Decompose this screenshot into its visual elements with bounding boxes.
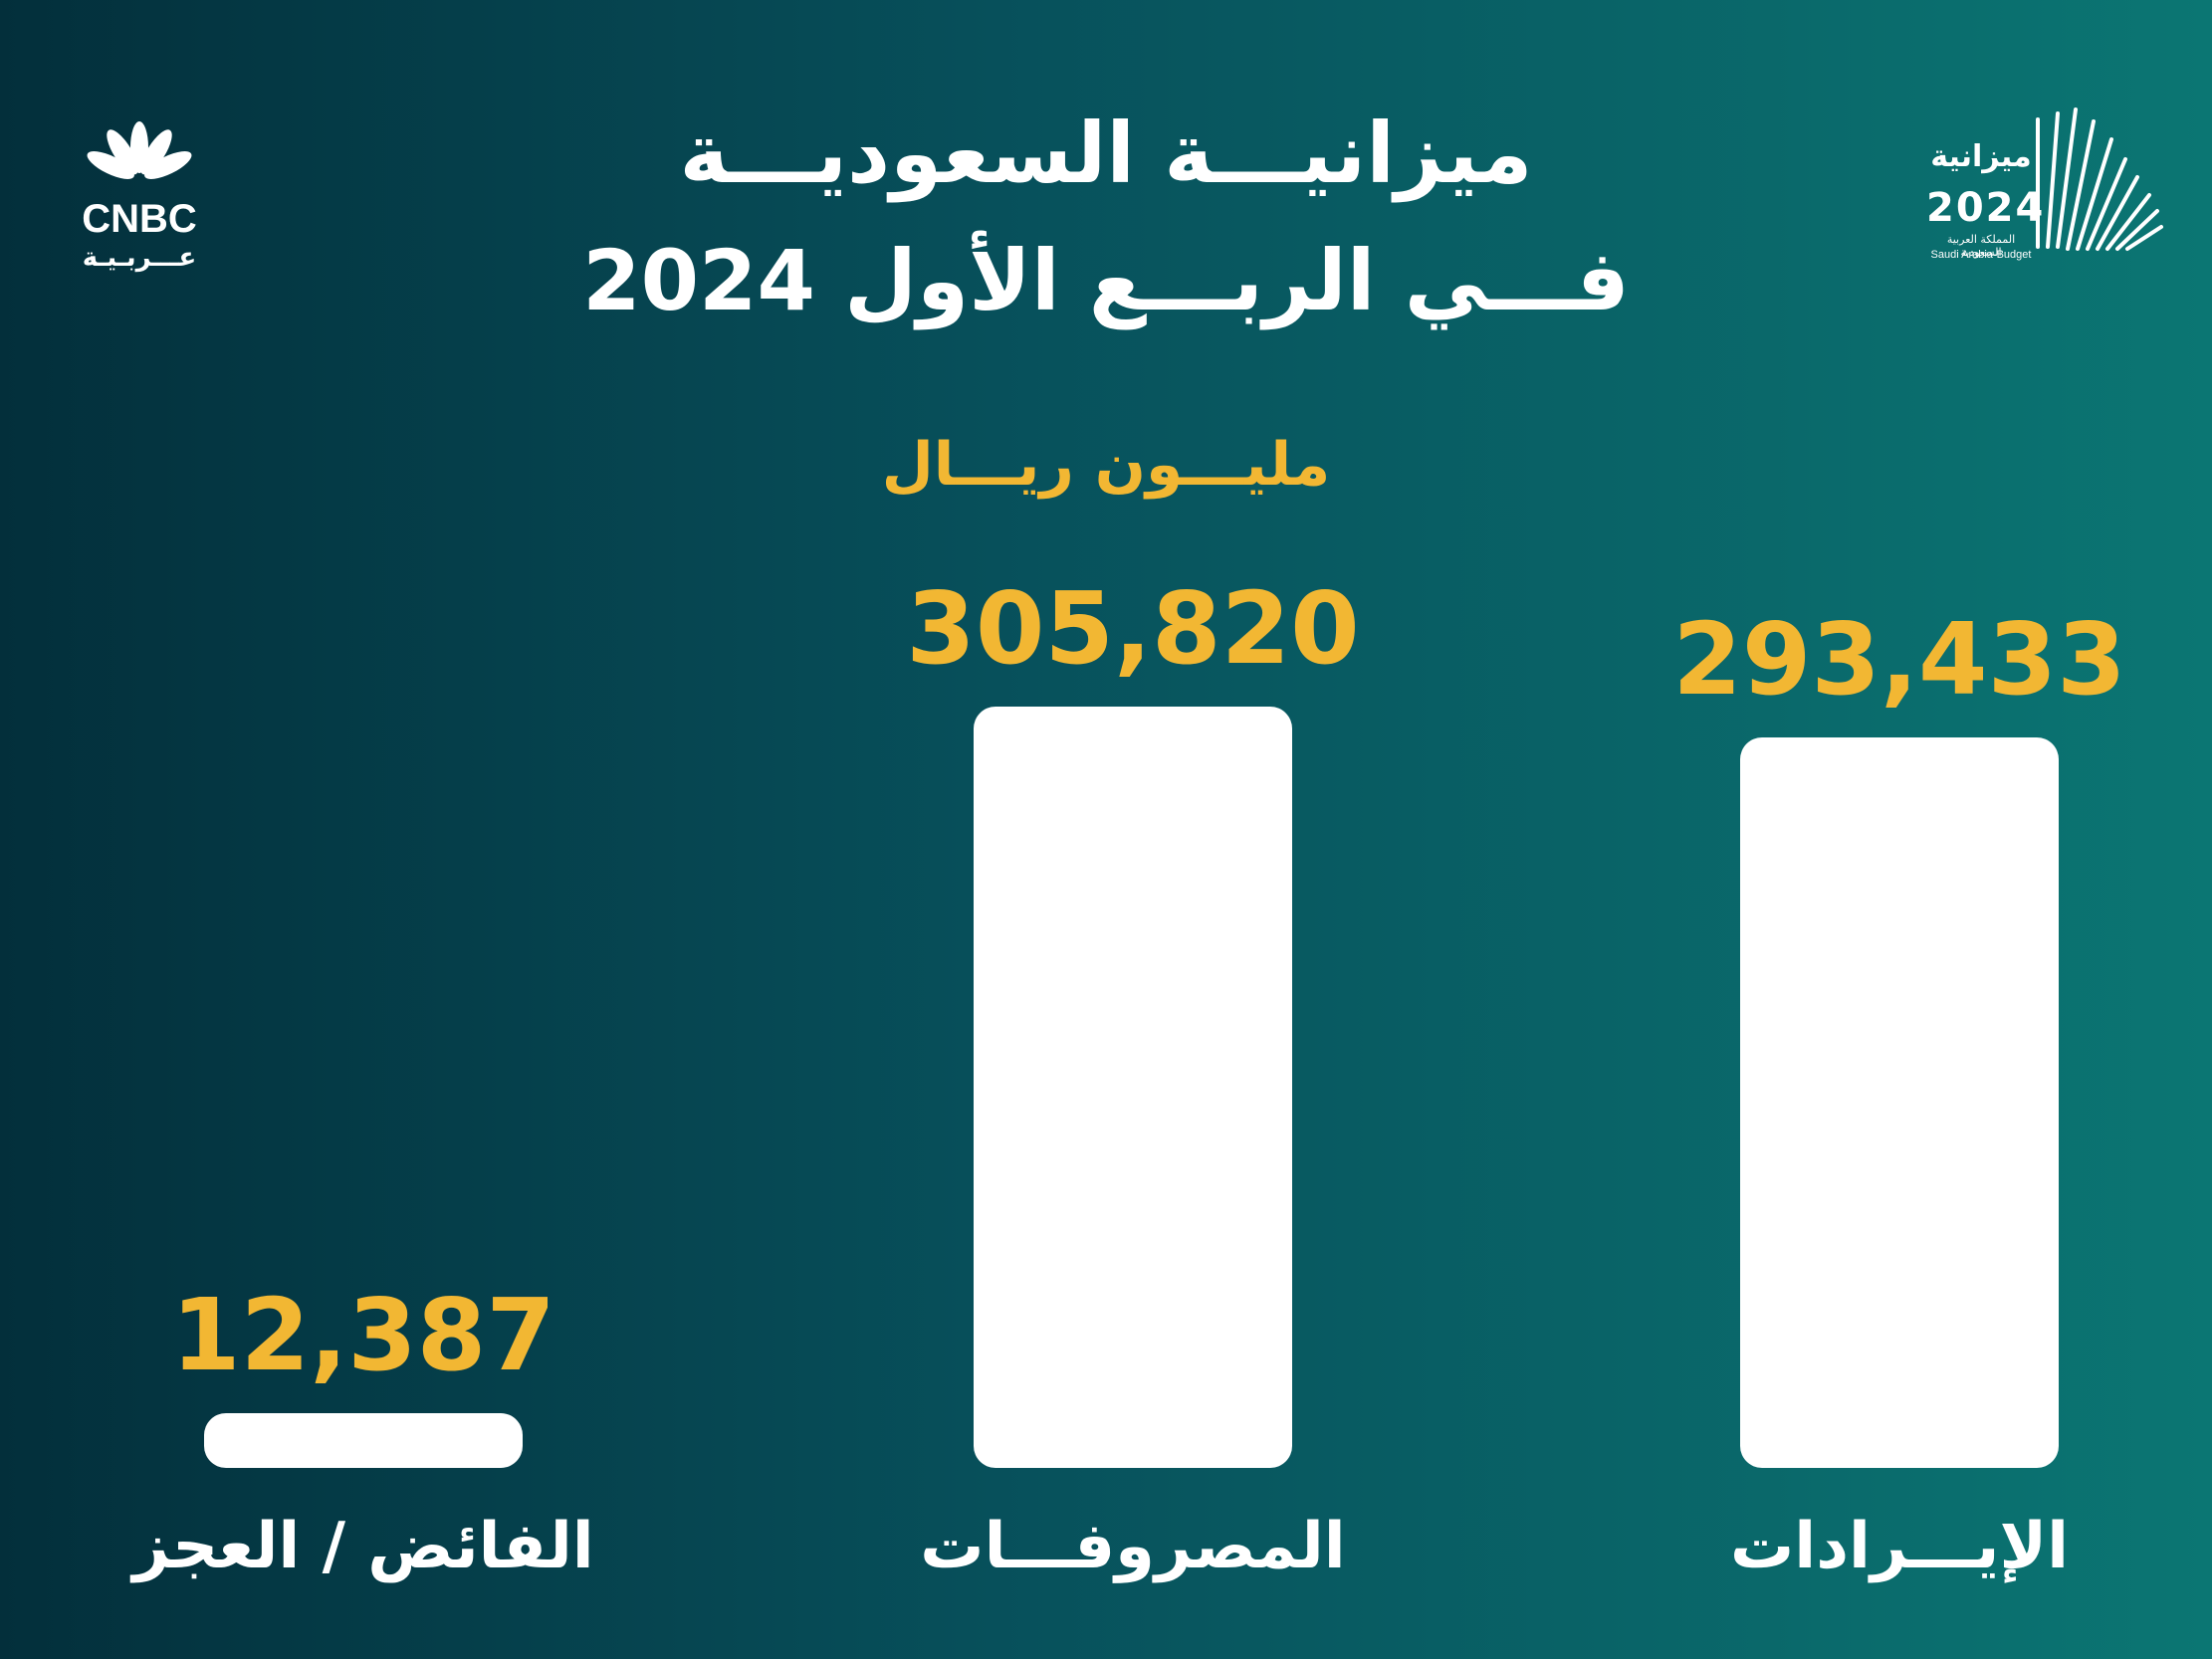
bar (204, 1413, 523, 1468)
budget-logo-country: المملكة العربية السعودية (1946, 233, 2016, 259)
cnbc-wordmark: CNBC (82, 197, 197, 241)
budget-stripes-icon (2036, 107, 2163, 251)
category-label: المصروفـــات (920, 1510, 1345, 1583)
budget-logo-english: Saudi Arabia-Budget (1930, 249, 2032, 261)
category-label: الإيـــرادات (1730, 1510, 2069, 1583)
value-label: 305,820 (906, 570, 1359, 687)
budget-2024-logo: ميزانية 2024 المملكة العربية السعودية Sa… (1926, 100, 2165, 269)
unit-label: مليـــون ريـــال (881, 430, 1331, 500)
value-label: 293,433 (1672, 601, 2125, 718)
value-label: 12,387 (171, 1277, 555, 1393)
cnbc-arabic-wordmark: عـــربـيـة (82, 243, 197, 273)
budget-logo-arabic: ميزانية (1930, 139, 2032, 174)
budget-logo-year: 2024 (1926, 185, 2046, 231)
peacock-icon (87, 121, 192, 179)
chart-title-line-1: ميزانيـــة السعوديـــة (679, 104, 1533, 202)
bar (1740, 736, 2059, 1468)
chart-title-line-2: فـــي الربـــع الأول 2024 (582, 232, 1630, 329)
category-label: الفائض / العجز (129, 1510, 593, 1583)
cnbc-arabia-logo: CNBC عـــربـيـة (60, 117, 219, 273)
bar (974, 707, 1292, 1468)
